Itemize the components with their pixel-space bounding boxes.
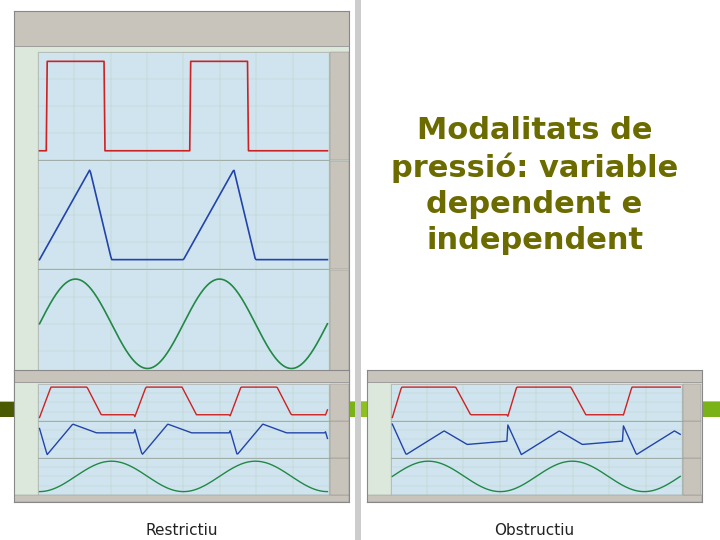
Bar xyxy=(330,458,348,495)
Bar xyxy=(330,384,348,421)
Text: Obstructiu: Obstructiu xyxy=(495,523,575,538)
Bar xyxy=(330,270,348,377)
Bar xyxy=(683,421,701,457)
Bar xyxy=(14,11,349,46)
Bar xyxy=(360,401,562,417)
Bar xyxy=(14,370,349,382)
Bar xyxy=(367,495,702,502)
Bar xyxy=(683,458,701,495)
Bar xyxy=(330,161,348,268)
Bar xyxy=(330,52,348,160)
Bar xyxy=(391,384,682,495)
Bar xyxy=(38,52,329,378)
Bar xyxy=(0,401,25,417)
Bar xyxy=(14,495,349,502)
Bar xyxy=(683,384,701,421)
Text: Modalitats de
pressió: variable
dependent e
independent: Modalitats de pressió: variable dependen… xyxy=(391,117,678,255)
Bar xyxy=(38,384,329,495)
Bar xyxy=(14,378,349,400)
Bar xyxy=(25,401,360,417)
Bar xyxy=(330,421,348,457)
Bar xyxy=(367,370,702,382)
Bar xyxy=(562,401,720,417)
Text: Restrictiu: Restrictiu xyxy=(145,523,218,538)
